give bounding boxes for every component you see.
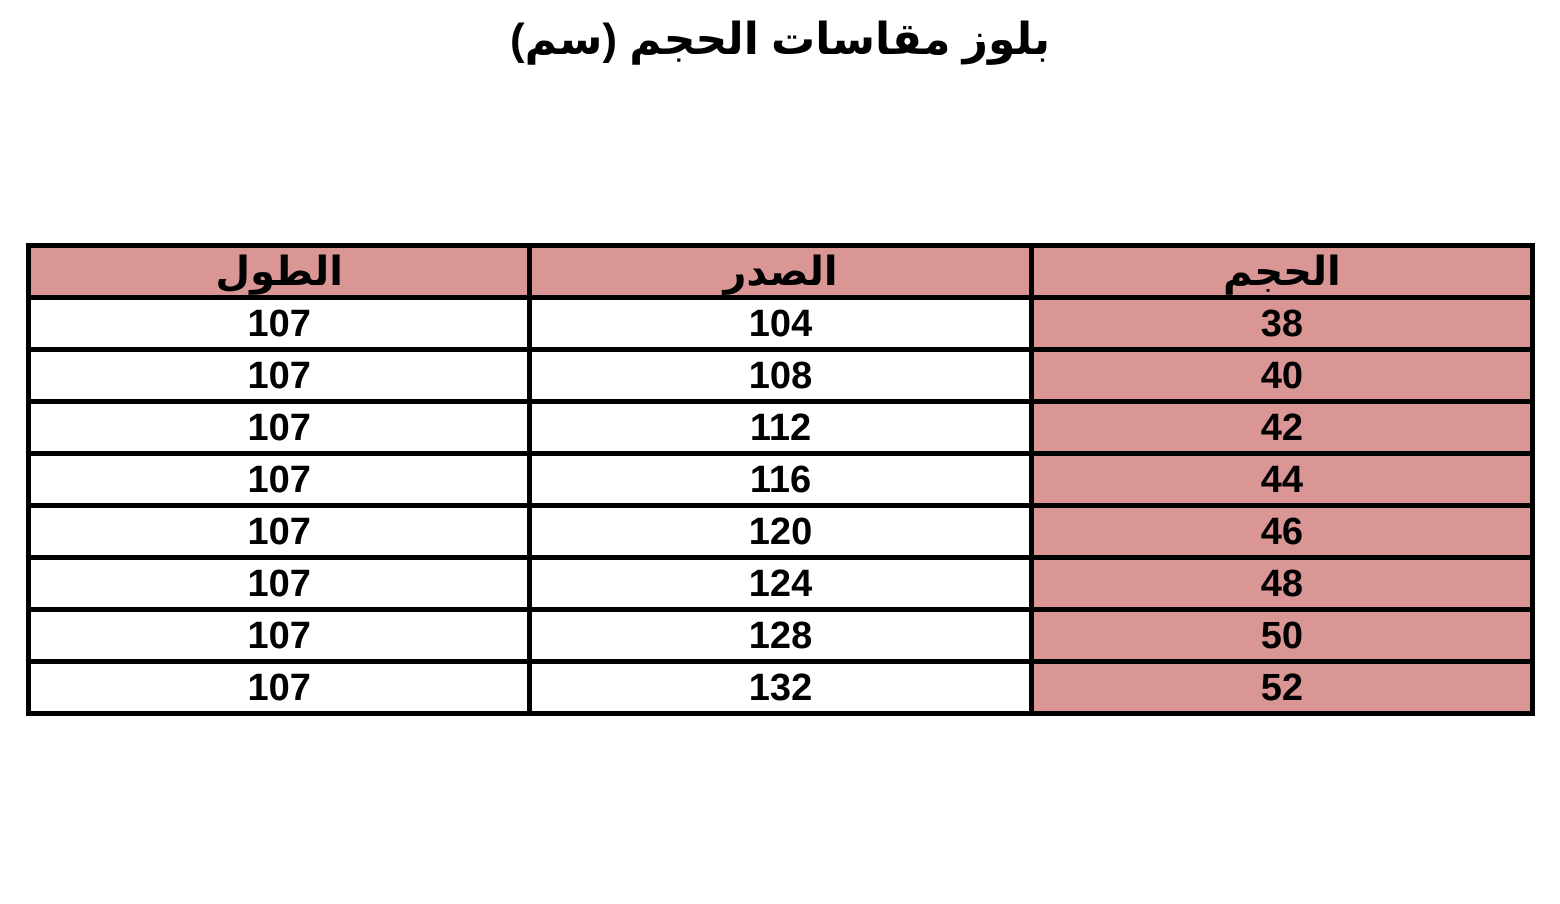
cell-size: 40 xyxy=(1028,347,1536,404)
cell-chest: 124 xyxy=(527,555,1034,612)
cell-length: 107 xyxy=(25,659,533,716)
table-row: 46 120 107 xyxy=(25,503,1536,560)
cell-length: 107 xyxy=(25,451,533,508)
cell-size: 42 xyxy=(1028,399,1536,456)
cell-length: 107 xyxy=(25,399,533,456)
cell-chest: 104 xyxy=(527,295,1034,352)
cell-size: 46 xyxy=(1028,503,1536,560)
table-row: 52 132 107 xyxy=(25,659,1536,716)
header-size: الحجم xyxy=(1028,243,1536,300)
cell-size: 38 xyxy=(1028,295,1536,352)
cell-size: 50 xyxy=(1028,607,1536,664)
cell-chest: 112 xyxy=(527,399,1034,456)
cell-length: 107 xyxy=(25,555,533,612)
cell-chest: 108 xyxy=(527,347,1034,404)
table-row: 48 124 107 xyxy=(25,555,1536,612)
cell-chest: 116 xyxy=(527,451,1034,508)
cell-size: 48 xyxy=(1028,555,1536,612)
cell-chest: 132 xyxy=(527,659,1034,716)
cell-length: 107 xyxy=(25,503,533,560)
table-row: 42 112 107 xyxy=(25,399,1536,456)
header-length: الطول xyxy=(25,243,533,300)
table-row: 44 116 107 xyxy=(25,451,1536,508)
table-row: 40 108 107 xyxy=(25,347,1536,404)
size-chart-table: الحجم الصدر الطول 38 104 107 40 108 107 … xyxy=(25,243,1536,716)
cell-length: 107 xyxy=(25,295,533,352)
cell-length: 107 xyxy=(25,607,533,664)
cell-chest: 120 xyxy=(527,503,1034,560)
cell-chest: 128 xyxy=(527,607,1034,664)
table-header-row: الحجم الصدر الطول xyxy=(25,243,1536,300)
cell-size: 44 xyxy=(1028,451,1536,508)
cell-size: 52 xyxy=(1028,659,1536,716)
table-row: 38 104 107 xyxy=(25,295,1536,352)
table-row: 50 128 107 xyxy=(25,607,1536,664)
cell-length: 107 xyxy=(25,347,533,404)
header-chest: الصدر xyxy=(527,243,1034,300)
page-title: بلوز مقاسات الحجم (سم) xyxy=(509,15,1051,64)
